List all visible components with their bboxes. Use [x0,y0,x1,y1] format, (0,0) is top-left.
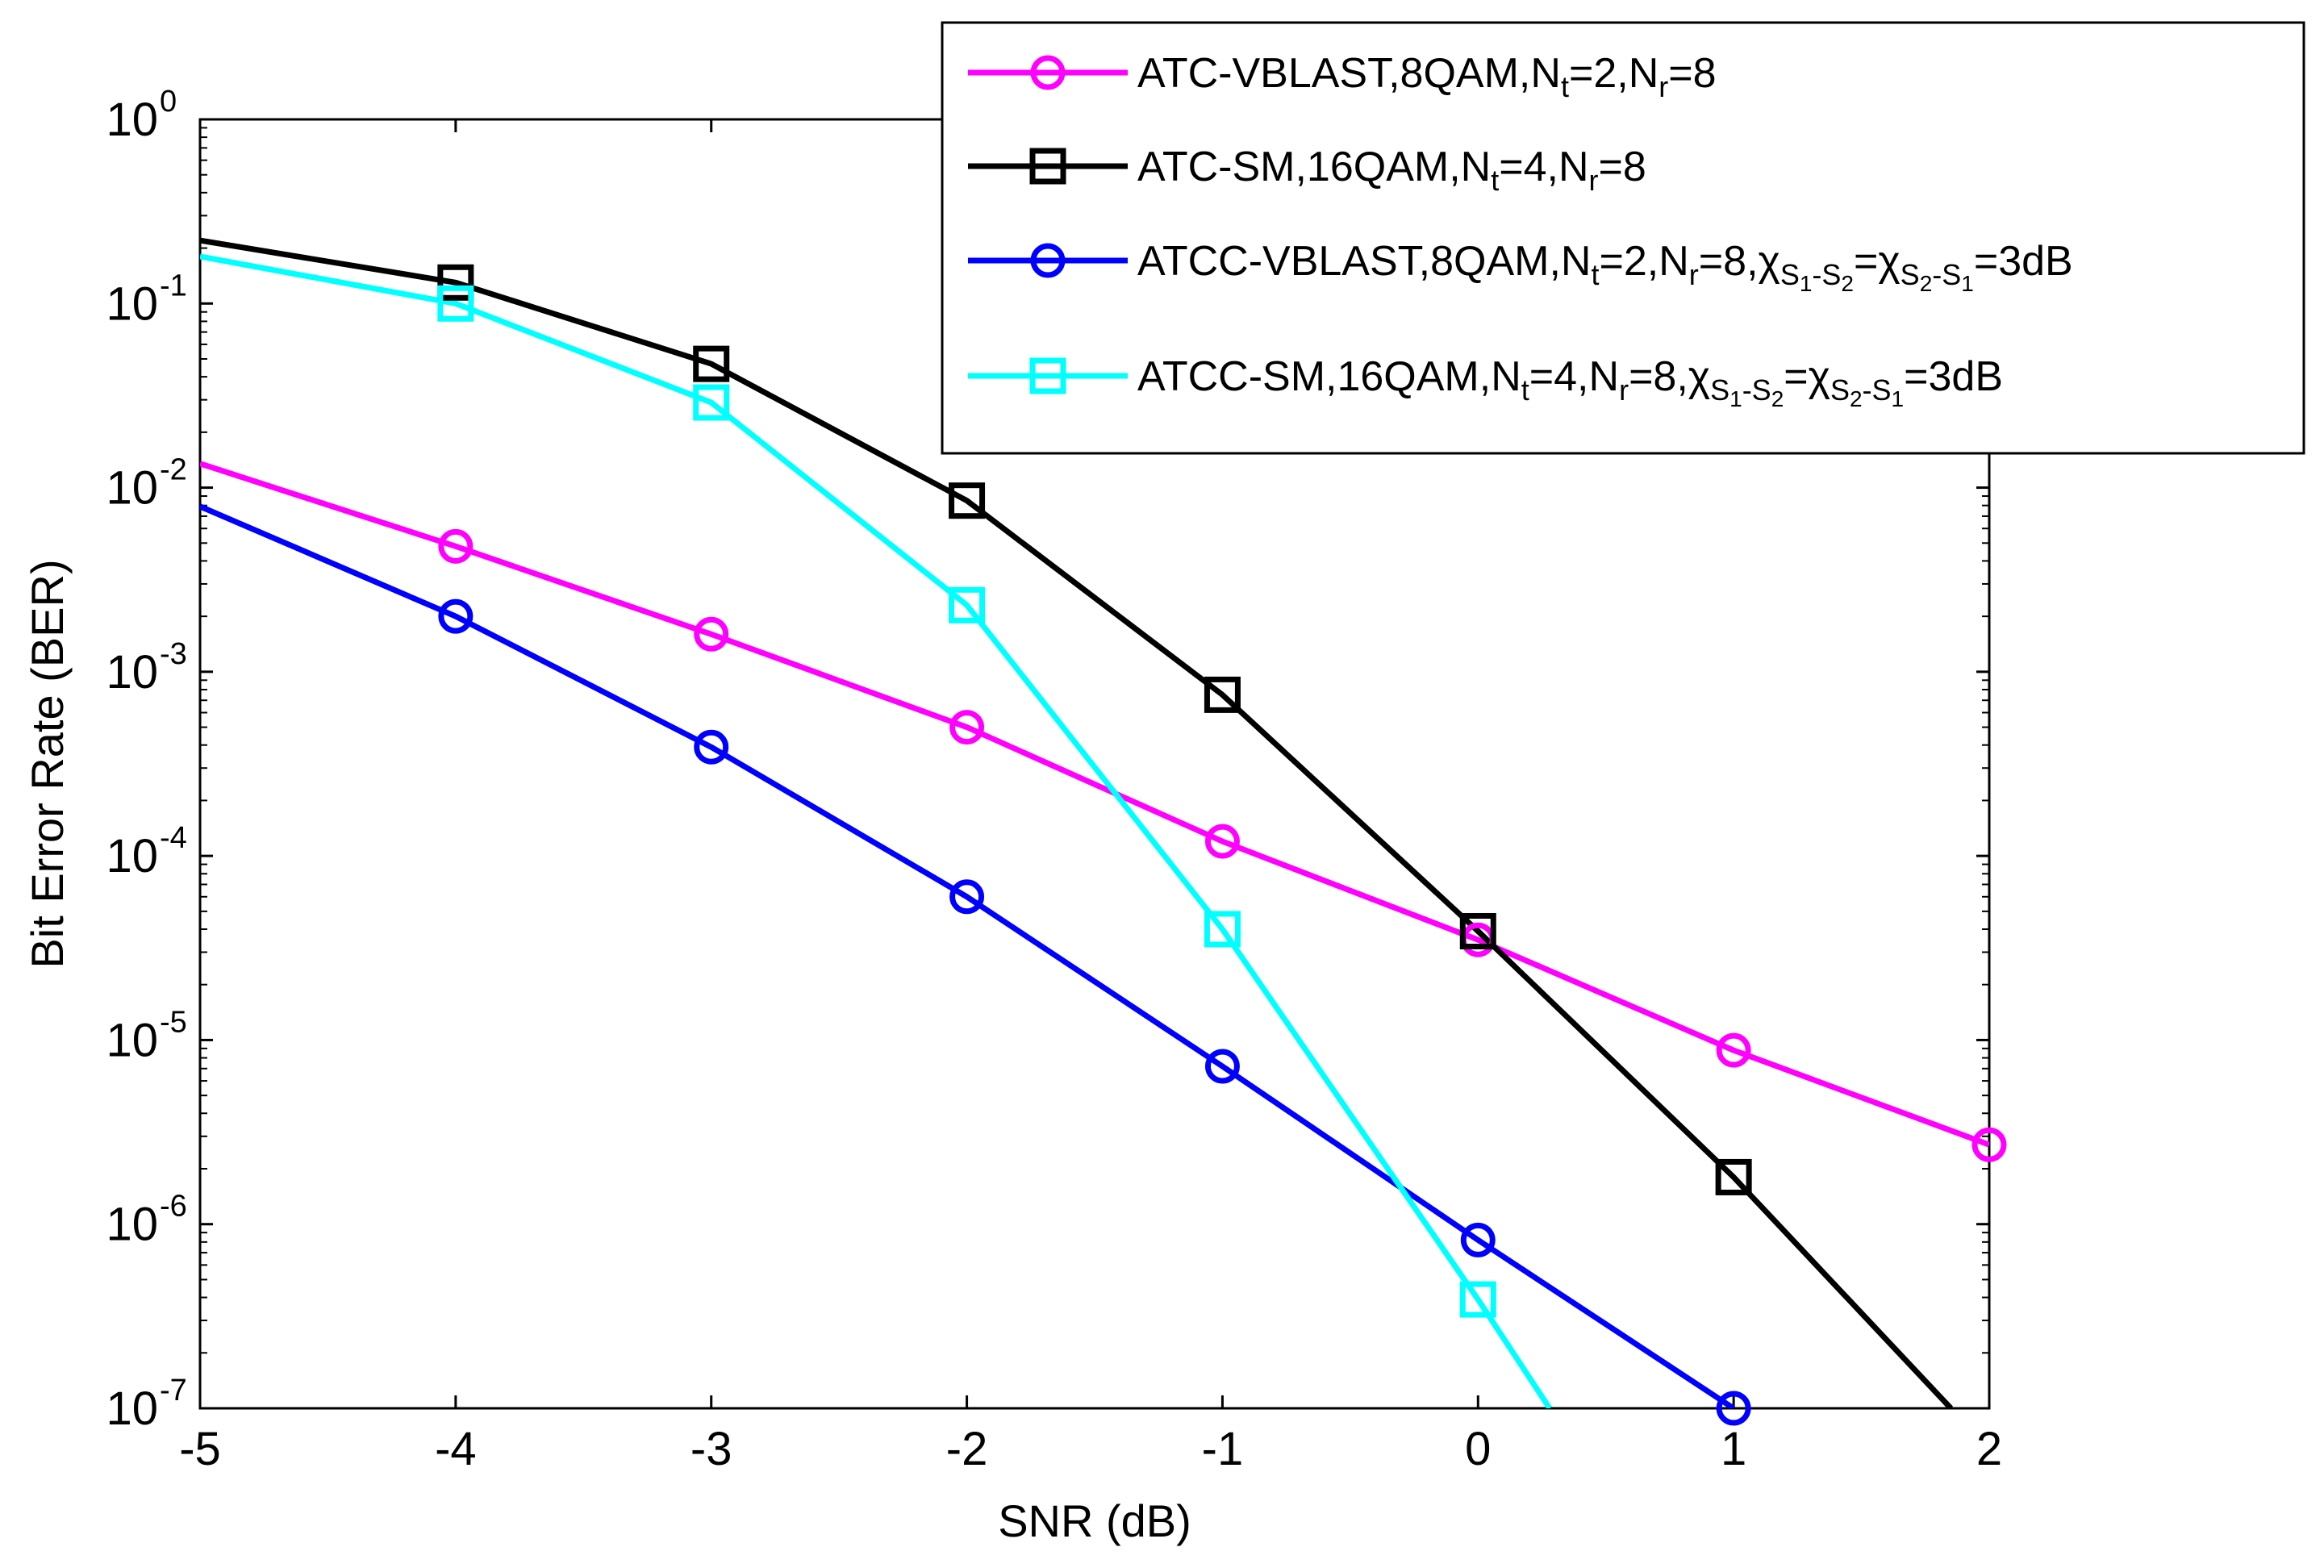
legend-atcc-sm-label: ATCC-SM,16QAM,Nt=4,Nr=8,χS1-S2=χS2-S1=3d… [1137,353,2003,411]
atcc-vblast-marker [438,598,474,634]
y-tick-exponent: -7 [160,1374,187,1407]
atcc-vblast-marker [949,879,985,915]
atc-vblast-line [200,461,1989,1148]
x-tick-label: 2 [1976,1423,2002,1475]
legend-atc-vblast-marker [1030,55,1066,90]
x-tick-label: -5 [179,1423,221,1475]
legend-atcc-vblast-label: ATCC-VBLAST,8QAM,Nt=2,Nr=8,χS1-S2=χS2-S1… [1137,238,2073,296]
atcc-vblast-line [200,503,1736,1408]
atcc-sm-marker [1459,1281,1496,1318]
y-tick-label: 10 [106,462,158,515]
atc-vblast-marker [949,710,985,745]
atcc-sm-marker [693,384,730,421]
atc-vblast-marker [694,616,729,652]
atcc-vblast-marker [1204,1049,1240,1084]
atcc-vblast-marker [694,729,729,765]
x-tick-label: 0 [1465,1423,1491,1475]
atc-vblast-marker [1204,824,1240,859]
atcc-sm-marker [949,586,986,623]
legend-atcc-sm-marker [1029,357,1066,394]
atcc-sm-marker [1204,911,1241,948]
series-markers [437,264,2007,1426]
atc-vblast-marker [1716,1032,1751,1068]
x-tick-labels: -5 -4 -3 -2 -1 0 1 2 [179,1423,2002,1475]
atc-sm-marker [949,482,986,519]
atcc-sm-line [200,253,1552,1408]
y-tick-exponent: 0 [160,85,177,119]
legend-atc-vblast-label: ATC-VBLAST,8QAM,Nt=2,Nr=8 [1137,50,1717,103]
atc-sm-line [200,237,1954,1408]
series-lines [200,237,1989,1408]
atc-sm-marker [693,345,730,382]
y-tick-exponent: -2 [160,453,187,487]
y-tick-exponent: -5 [160,1005,187,1039]
y-axis-title: Bit Error Rate (BER) [22,559,73,968]
x-tick-label: 1 [1721,1423,1746,1475]
y-tick-exponent: -4 [160,821,187,855]
x-tick-label: -1 [1202,1423,1244,1475]
y-tick-exponent: -6 [160,1190,187,1224]
atc-sm-marker [437,264,474,301]
y-tick-label: 10 [106,1199,158,1251]
x-tick-label: -4 [435,1423,477,1475]
legend-atc-sm-label: ATC-SM,16QAM,Nt=4,Nr=8 [1137,144,1646,197]
y-tick-label: 10 [106,1382,158,1435]
legend-atcc-vblast-marker [1030,243,1066,278]
atc-sm-marker [1204,676,1241,713]
atc-vblast-marker [1971,1127,2007,1162]
legend: ATC-VBLAST,8QAM,Nt=2,Nr=8 ATC-SM,16QAM,Nt… [941,21,2305,455]
y-tick-label: 10 [106,277,158,330]
x-tick-label: -3 [691,1423,732,1475]
y-tick-label: 10 [106,94,158,146]
y-tick-label: 10 [106,646,158,699]
atcc-vblast-marker [1716,1391,1751,1426]
legend-atc-sm-marker [1029,148,1066,185]
y-tick-label: 10 [106,830,158,882]
atc-vblast-marker [438,528,474,564]
y-tick-exponent: -3 [160,637,187,671]
x-tick-label: -2 [946,1423,988,1475]
y-tick-label: 10 [106,1014,158,1066]
x-axis-title: SNR (dB) [998,1495,1191,1546]
atc-sm-marker [1715,1158,1752,1195]
atcc-sm-marker [437,285,474,322]
legend-box [941,21,2305,455]
atcc-vblast-marker [1460,1222,1496,1257]
atc-sm-marker [1459,912,1496,949]
y-tick-exponent: -1 [160,269,187,302]
